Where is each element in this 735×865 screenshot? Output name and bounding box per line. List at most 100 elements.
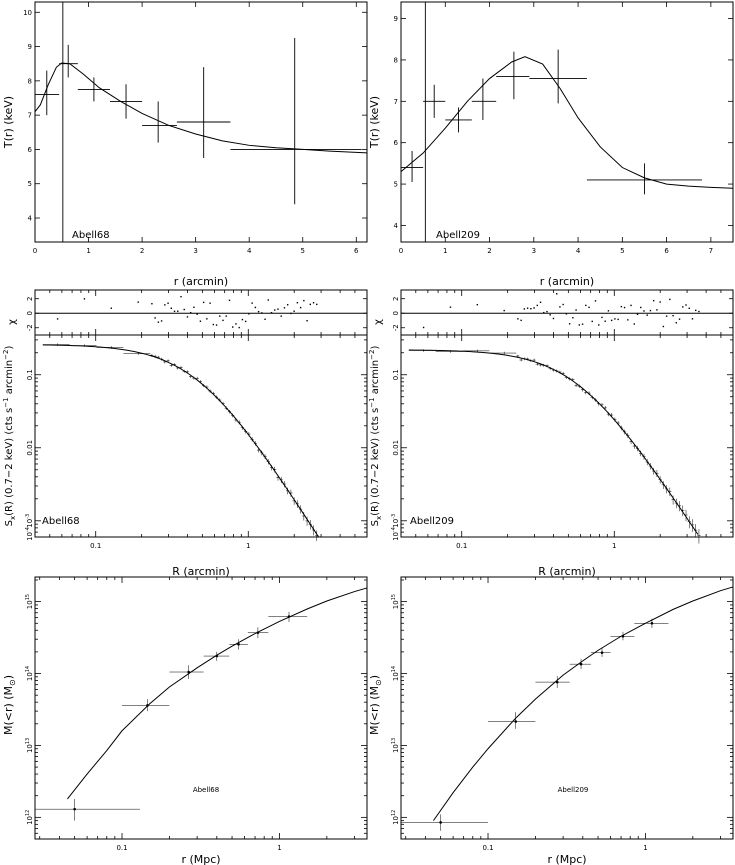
y-tick-label: 6	[394, 139, 399, 147]
model-curve	[433, 586, 734, 821]
residual-point	[640, 306, 642, 309]
residual-point	[678, 318, 681, 320]
residual-point	[202, 301, 205, 304]
residual-point	[422, 326, 425, 329]
y-tick-label: 10-4	[391, 527, 400, 541]
y-tick-label: 10-3	[391, 514, 400, 528]
y-tick-label: 1013	[391, 738, 400, 753]
x-axis-label: R (arcmin)	[172, 565, 230, 578]
x-tick-label: 2	[487, 247, 491, 255]
x-axis-label: r (arcmin)	[174, 275, 228, 288]
plot-frame	[34, 334, 368, 538]
residual-frame	[400, 289, 734, 336]
residual-point	[585, 304, 587, 307]
plot-frame	[34, 576, 368, 840]
data-point	[73, 807, 76, 811]
data-point	[650, 621, 654, 625]
y-tick-label: 1014	[391, 666, 400, 681]
residual-point	[232, 326, 234, 328]
cluster-label: Abell209	[558, 786, 589, 794]
data-point	[621, 634, 625, 638]
residual-point	[267, 299, 269, 301]
residual-point	[212, 323, 215, 326]
y-tick-label: 7	[28, 112, 32, 120]
x-tick-label: 6	[354, 247, 359, 255]
surface-brightness-chart-abell68: Abell68 R (arcmin) χ Sx(R) (0.7−2 keV) (…	[2, 289, 368, 578]
residual-point	[167, 302, 169, 304]
residual-point	[277, 308, 279, 310]
y-tick-label: 5	[394, 181, 398, 189]
residual-point	[695, 309, 697, 312]
residual-point	[610, 319, 613, 322]
residual-point	[154, 317, 156, 319]
residual-point	[688, 307, 690, 310]
data-point	[287, 615, 291, 618]
x-tick-label: 3	[532, 247, 536, 255]
residual-point	[578, 324, 581, 326]
y-tick-label: 10-4	[25, 527, 34, 541]
x-tick-label: 0.1	[116, 844, 127, 852]
residual-point	[290, 312, 292, 315]
residual-point	[248, 313, 250, 315]
residual-point	[283, 307, 286, 309]
data-point	[579, 662, 583, 666]
residual-point	[636, 313, 639, 315]
y-tick-label: 4	[28, 215, 33, 223]
x-tick-label: 1	[86, 247, 90, 255]
residual-point	[189, 312, 192, 314]
residual-point	[555, 293, 558, 295]
residual-point	[449, 306, 452, 308]
residual-point	[669, 298, 671, 301]
residual-point	[157, 321, 160, 323]
y-tick-label: 0.1	[26, 369, 34, 380]
data-point	[555, 680, 559, 684]
residual-y-tick-label: -2	[392, 324, 400, 331]
x-tick-label: 1	[612, 542, 616, 550]
x-tick-label: 0	[33, 247, 37, 255]
x-tick-label: 1	[643, 844, 647, 852]
residual-point	[649, 309, 652, 312]
residual-point	[254, 306, 257, 309]
residual-point	[685, 304, 687, 306]
residual-point	[549, 314, 551, 316]
residual-point	[137, 301, 139, 303]
data-point	[187, 670, 190, 674]
x-tick-label: 7	[709, 247, 713, 255]
residual-point	[215, 324, 218, 326]
residual-point	[83, 298, 86, 300]
residual-point	[296, 302, 299, 304]
data-point	[514, 720, 518, 723]
residual-point	[568, 323, 571, 325]
residual-point	[665, 315, 668, 317]
x-tick-label: 4	[247, 247, 252, 255]
y-tick-label: 1015	[391, 594, 400, 609]
x-tick-label: 0.1	[90, 542, 101, 550]
residual-y-tick-label: -2	[26, 324, 34, 331]
residual-point	[503, 309, 505, 312]
residual-point	[225, 315, 227, 317]
x-axis-label: R (arcmin)	[538, 565, 596, 578]
y-tick-label: 8	[394, 56, 398, 64]
residual-point	[56, 318, 59, 320]
cluster-label: Abell209	[410, 516, 454, 527]
residual-point	[523, 308, 526, 310]
y-tick-label: 1012	[25, 810, 34, 825]
residual-point	[228, 299, 231, 302]
residual-point	[552, 317, 555, 320]
y-tick-label: 10-3	[25, 514, 34, 528]
residual-point	[536, 304, 538, 307]
residual-point	[617, 318, 619, 321]
x-axis-label: r (Mpc)	[181, 853, 220, 865]
residual-point	[270, 311, 273, 314]
residual-point	[598, 324, 600, 326]
residual-point	[591, 320, 593, 323]
residual-point	[312, 302, 315, 304]
residual-point	[575, 309, 577, 311]
x-axis-label: r (arcmin)	[540, 275, 594, 288]
residual-point	[659, 301, 661, 303]
residual-point	[173, 310, 176, 313]
y-tick-label: 1012	[391, 810, 400, 825]
residual-point	[533, 307, 535, 309]
residual-point	[559, 306, 561, 308]
